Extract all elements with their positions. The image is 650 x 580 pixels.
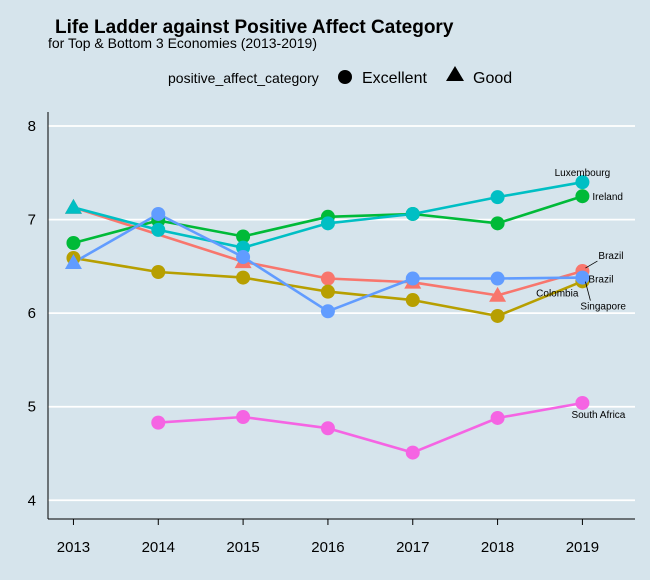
data-point-circle <box>320 304 335 319</box>
data-point-circle <box>320 421 335 436</box>
data-point-circle <box>575 270 590 285</box>
annotation-label: South Africa <box>571 410 625 421</box>
annotation-layer: Luxembourg Ireland Brazil Brazil ColombiaSin… <box>536 168 626 421</box>
y-tick-label: 7 <box>28 212 36 229</box>
data-point-circle <box>236 270 251 285</box>
data-point-circle <box>320 284 335 299</box>
chart-subtitle: for Top & Bottom 3 Economies (2013-2019) <box>48 35 317 51</box>
annotation-label: Colombia <box>536 288 579 299</box>
annotation-label: Brazil <box>598 251 623 262</box>
legend-triangle-icon <box>446 66 464 81</box>
x-tick-label: 2013 <box>57 539 90 556</box>
legend-title: positive_affect_category <box>168 70 319 86</box>
data-point-circle <box>490 271 505 286</box>
data-point-circle <box>405 271 420 286</box>
legend-label-good: Good <box>473 70 512 87</box>
annotation-label: Luxembourg <box>555 168 611 179</box>
series-line-5 <box>158 401 583 454</box>
data-point-circle <box>151 264 166 279</box>
data-point-triangle <box>64 254 82 270</box>
data-point-circle <box>236 410 251 425</box>
x-tick-label: 2017 <box>396 539 429 556</box>
series-line-0 <box>73 206 583 297</box>
legend: positive_affect_category Excellent Good <box>168 66 512 87</box>
series-layer <box>64 175 590 460</box>
legend-circle-icon <box>338 70 352 84</box>
data-point-circle <box>575 189 590 204</box>
annotation-label: Singapore <box>580 302 626 313</box>
x-tick-label: 2015 <box>226 539 259 556</box>
data-point-circle <box>490 216 505 231</box>
data-point-triangle <box>489 286 507 302</box>
data-point-circle <box>66 235 81 250</box>
data-point-circle <box>575 175 590 190</box>
data-point-circle <box>490 410 505 425</box>
data-point-circle <box>151 206 166 221</box>
legend-label-excellent: Excellent <box>362 70 427 87</box>
label-leader-line <box>585 260 598 269</box>
data-point-circle <box>151 415 166 430</box>
data-point-circle <box>405 445 420 460</box>
data-point-triangle <box>64 198 82 214</box>
data-point-circle <box>405 293 420 308</box>
y-tick-label: 6 <box>28 305 36 322</box>
x-tick-label: 2016 <box>311 539 344 556</box>
data-point-circle <box>320 216 335 231</box>
data-point-circle <box>575 395 590 410</box>
y-tick-label: 5 <box>28 399 36 416</box>
data-point-circle <box>236 229 251 244</box>
data-point-circle <box>490 308 505 323</box>
data-point-circle <box>405 206 420 221</box>
label-leader-line <box>585 281 591 301</box>
annotation-label: Brazil <box>588 275 613 286</box>
y-tick-label: 4 <box>28 492 36 509</box>
x-tick-label: 2018 <box>481 539 514 556</box>
y-tick-label: 8 <box>28 118 36 135</box>
axes: 4 5 6 7 8 2013 2014 2015 2016 2017 2018 2019 <box>28 112 635 556</box>
chart-title: Life Ladder against Positive Affect Cate… <box>55 17 454 38</box>
data-point-circle <box>490 190 505 205</box>
grid <box>48 125 635 502</box>
data-point-circle <box>320 271 335 286</box>
annotation-label: Ireland <box>592 192 623 203</box>
x-tick-label: 2014 <box>142 539 175 556</box>
x-tick-label: 2019 <box>566 539 599 556</box>
data-point-circle <box>151 222 166 237</box>
data-point-circle <box>236 250 251 265</box>
